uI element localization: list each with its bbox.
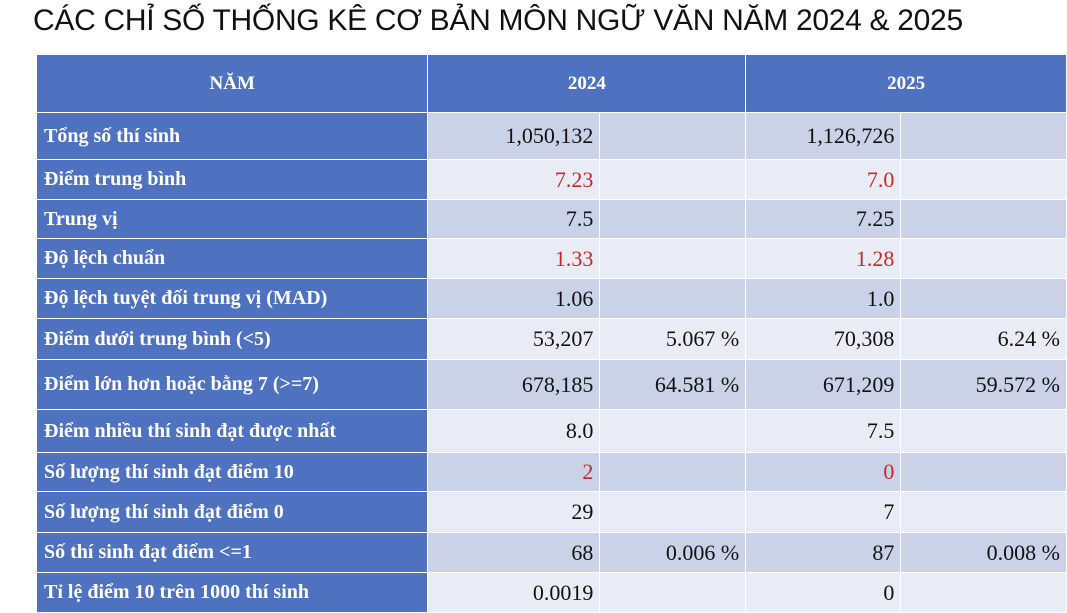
value-2025: 7.5 [745,409,902,453]
value-2024: 7.5 [427,199,601,239]
value-2025: 7.0 [745,159,902,200]
row-label: Độ lệch chuẩn [35,238,429,279]
percent-2024 [599,278,747,319]
row-label: Điểm trung bình [35,159,429,200]
value-2024: 68 [427,532,601,573]
percent-2025 [900,491,1067,533]
row-label: Điểm lớn hơn hoặc bằng 7 (>=7) [35,359,429,410]
value-2024: 29 [427,491,601,533]
table-row: Độ lệch chuẩn 1.33 1.28 [35,238,1067,279]
table-header-row: NĂM 2024 2025 [35,54,1067,113]
value-2024: 678,185 [427,359,601,410]
row-label: Số lượng thí sinh đạt điểm 10 [35,452,429,492]
table-row: Điểm dưới trung bình (<5) 53,207 5.067 %… [35,318,1067,360]
percent-2025 [900,199,1067,239]
row-label: Trung vị [35,199,429,239]
table-row: Điểm nhiều thí sinh đạt được nhất 8.0 7.… [35,409,1067,453]
percent-2025 [900,452,1067,492]
percent-2025 [900,238,1067,279]
table-row: Số thí sinh đạt điểm <=1 68 0.006 % 87 0… [35,532,1067,573]
header-year-2024: 2024 [427,54,747,113]
table-row: Điểm lớn hơn hoặc bằng 7 (>=7) 678,185 6… [35,359,1067,410]
value-2025: 70,308 [745,318,902,360]
statistics-table: NĂM 2024 2025 Tổng số thí sinh 1,050,132… [35,54,1067,613]
percent-2025 [900,409,1067,453]
value-2025: 7 [745,491,902,533]
value-2025: 671,209 [745,359,902,410]
value-2024: 2 [427,452,601,492]
table-row: Số lượng thí sinh đạt điểm 0 29 7 [35,491,1067,533]
row-label: Điểm dưới trung bình (<5) [35,318,429,360]
percent-2024 [599,199,747,239]
value-2025: 7.25 [745,199,902,239]
percent-2025: 59.572 % [900,359,1067,410]
value-2024: 1.06 [427,278,601,319]
value-2025: 1,126,726 [745,112,902,160]
row-label: Số lượng thí sinh đạt điểm 0 [35,491,429,533]
table-row: Số lượng thí sinh đạt điểm 10 2 0 [35,452,1067,492]
table-row: Trung vị 7.5 7.25 [35,199,1067,239]
value-2024: 0.0019 [427,572,601,613]
table-row: Tổng số thí sinh 1,050,132 1,126,726 [35,112,1067,160]
value-2025: 0 [745,572,902,613]
value-2024: 7.23 [427,159,601,200]
percent-2024 [599,238,747,279]
percent-2025 [900,159,1067,200]
value-2025: 1.0 [745,278,902,319]
percent-2024 [599,159,747,200]
row-label: Độ lệch tuyệt đối trung vị (MAD) [35,278,429,319]
value-2024: 8.0 [427,409,601,453]
percent-2025: 0.008 % [900,532,1067,573]
percent-2025 [900,112,1067,160]
percent-2025 [900,572,1067,613]
percent-2024 [599,491,747,533]
row-label: Tỉ lệ điểm 10 trên 1000 thí sinh [35,572,429,613]
percent-2024: 0.006 % [599,532,747,573]
row-label: Điểm nhiều thí sinh đạt được nhất [35,409,429,453]
table-row: Độ lệch tuyệt đối trung vị (MAD) 1.06 1.… [35,278,1067,319]
percent-2024 [599,452,747,492]
value-2024: 1.33 [427,238,601,279]
percent-2024 [599,572,747,613]
table-row: Tỉ lệ điểm 10 trên 1000 thí sinh 0.0019 … [35,572,1067,613]
percent-2024: 64.581 % [599,359,747,410]
value-2024: 53,207 [427,318,601,360]
header-year-label: NĂM [35,54,429,113]
percent-2024 [599,112,747,160]
row-label: Tổng số thí sinh [35,112,429,160]
table-row: Điểm trung bình 7.23 7.0 [35,159,1067,200]
value-2025: 1.28 [745,238,902,279]
row-label: Số thí sinh đạt điểm <=1 [35,532,429,573]
value-2025: 87 [745,532,902,573]
value-2024: 1,050,132 [427,112,601,160]
value-2025: 0 [745,452,902,492]
percent-2025: 6.24 % [900,318,1067,360]
percent-2024: 5.067 % [599,318,747,360]
header-year-2025: 2025 [745,54,1067,113]
page-title: CÁC CHỈ SỐ THỐNG KÊ CƠ BẢN MÔN NGỮ VĂN N… [33,4,963,37]
percent-2024 [599,409,747,453]
percent-2025 [900,278,1067,319]
